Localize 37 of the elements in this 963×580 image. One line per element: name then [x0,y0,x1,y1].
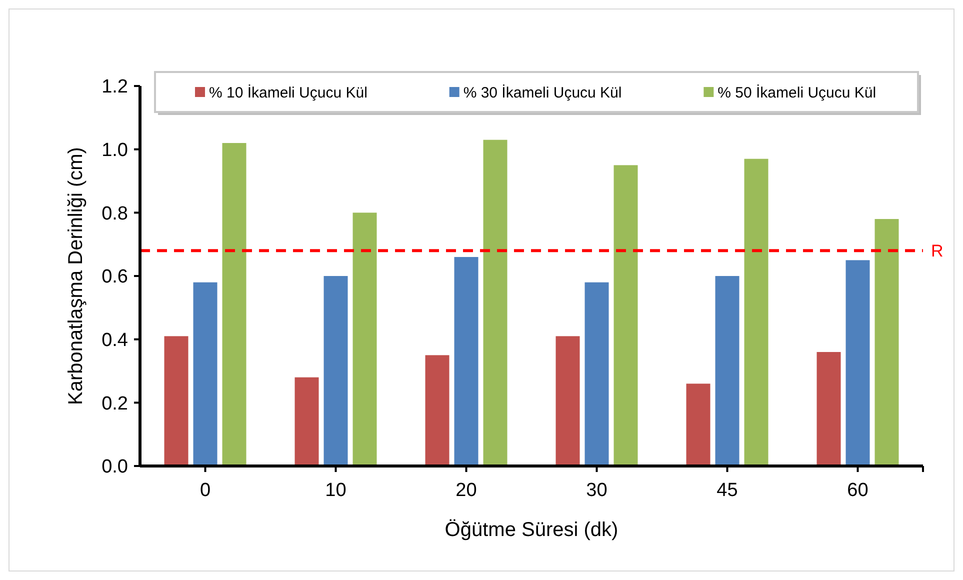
bar [874,219,899,466]
x-tick-label: 30 [586,480,608,501]
y-tick-label: 1.2 [102,76,128,98]
y-tick-label: 1.0 [102,140,128,161]
bar [686,384,710,466]
x-tick-label: 45 [716,480,738,501]
bar [744,158,768,466]
ref-line-label: R [931,242,944,261]
bar [584,282,609,466]
y-tick-label: 0.0 [102,456,128,478]
bar [846,260,870,466]
x-axis-title: Öğütme Süresi (dk) [444,519,618,541]
legend-label: % 10 İkameli Uçucu Kül [209,83,368,102]
bar [193,282,218,466]
bar [352,212,377,466]
bar [715,276,740,466]
bar [425,355,450,466]
y-tick-label: 0.2 [102,393,128,414]
x-tick-label: 20 [456,480,477,501]
bar [164,336,188,466]
bar [614,165,638,466]
bar [816,352,841,466]
legend-label: % 30 İkameli Uçucu Kül [463,83,622,102]
bar [294,377,319,466]
bar [483,140,508,466]
x-tick-label: 0 [200,480,211,501]
bar [222,143,246,466]
x-tick-label: 60 [847,480,868,501]
bar [556,336,580,466]
y-tick-label: 0.8 [102,203,128,224]
legend-label: % 50 İkameli Uçucu Kül [718,83,876,102]
bar [454,257,478,466]
bar [324,276,348,466]
y-tick-label: 0.6 [102,266,128,288]
y-tick-label: 0.4 [102,330,128,351]
x-tick-label: 10 [325,480,346,501]
y-axis-title: Karbonatlaşma Derinliği (cm) [65,147,87,405]
